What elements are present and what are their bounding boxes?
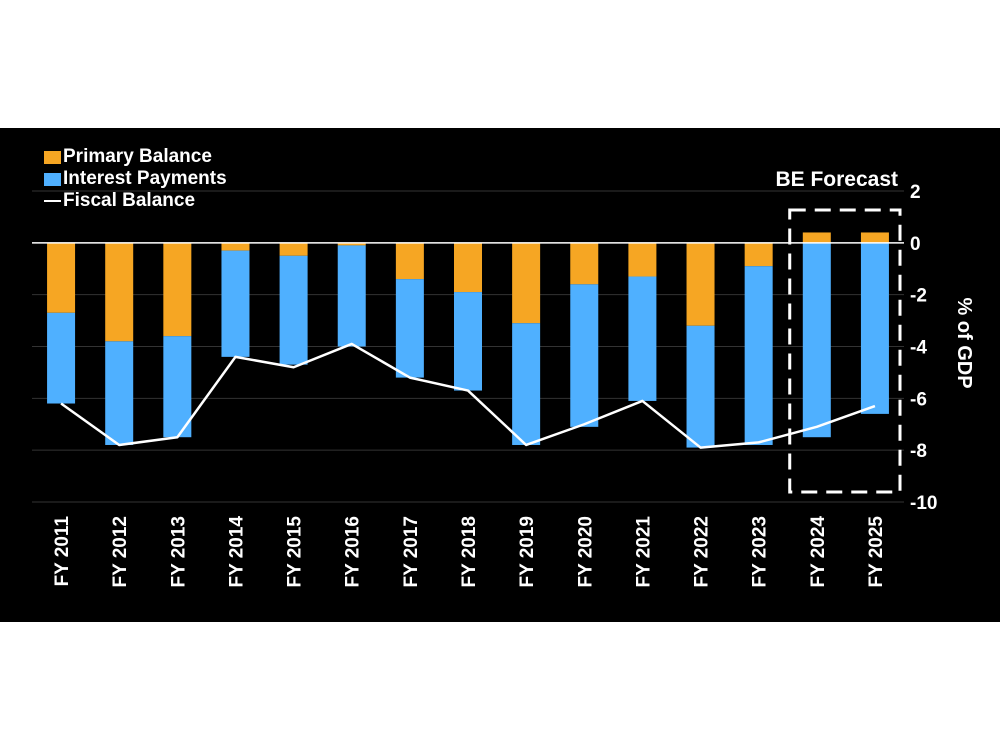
bar-primary-balance — [47, 242, 76, 313]
bar-interest-payments — [802, 242, 831, 438]
x-tick-label: FY 2025 — [866, 516, 887, 588]
bar-interest-payments — [628, 276, 657, 401]
bar-primary-balance — [628, 242, 657, 277]
x-tick-labels: FY 2011 FY 2012 FY 2013 FY 2014 FY 2015 FY 20… — [52, 516, 887, 588]
bar-primary-balance — [105, 242, 134, 342]
legend-item-interest-payments: Interest Payments — [44, 168, 227, 190]
legend: Primary Balance Interest Payments Fiscal… — [44, 146, 227, 212]
x-tick-label: FY 2020 — [575, 516, 596, 587]
bar-primary-balance — [512, 242, 541, 324]
y-tick-label: -8 — [910, 441, 927, 462]
chart-panel: 2 0 -2 -4 -6 -8 -10 FY 2011 FY 2012 FY 2013 FY 20… — [0, 128, 1000, 622]
fiscal-balance-line-group — [60, 342, 876, 449]
y-tick-label: 0 — [910, 234, 921, 255]
bar-primary-balance — [570, 242, 599, 285]
x-tick-label: FY 2019 — [517, 516, 538, 587]
forecast-box: BE Forecast — [775, 168, 902, 494]
bar-interest-payments — [279, 255, 308, 365]
chart-svg: 20-2-4-6-8-10 FY 2011 FY 2012 FY 2013 FY 20… — [32, 168, 975, 588]
bar-interest-payments — [221, 250, 250, 357]
fiscal-balance-line — [60, 342, 876, 449]
bar-interest-payments — [47, 312, 76, 404]
legend-line-fiscal-balance — [44, 200, 61, 202]
x-tick-label: FY 2015 — [285, 516, 306, 588]
x-tick-label: FY 2011 — [52, 516, 73, 587]
legend-item-primary-balance: Primary Balance — [44, 146, 227, 168]
x-tick-label: FY 2017 — [401, 516, 422, 587]
bar-interest-payments — [744, 266, 773, 445]
x-tick-label: FY 2022 — [692, 516, 713, 587]
x-tick-label: FY 2021 — [633, 516, 654, 588]
bar-primary-balance — [395, 242, 424, 280]
bar-interest-payments — [686, 325, 715, 448]
y-tick-label: -10 — [910, 493, 937, 514]
bar-primary-balance — [337, 242, 366, 246]
x-tick-label: FY 2016 — [343, 516, 364, 587]
legend-label-primary-balance: Primary Balance — [63, 146, 212, 167]
legend-swatch-primary-balance — [44, 150, 61, 164]
legend-label-fiscal-balance: Fiscal Balance — [63, 190, 196, 211]
legend-label-interest-payments: Interest Payments — [63, 168, 227, 189]
bar-interest-payments — [337, 245, 366, 347]
y-tick-label: -2 — [910, 286, 927, 307]
x-tick-label: FY 2023 — [750, 516, 771, 587]
bar-primary-balance — [221, 242, 250, 251]
bar-primary-balance — [686, 242, 715, 326]
bar-interest-payments — [105, 341, 134, 445]
y-tick-labels: 2 0 -2 -4 -6 -8 -10 — [910, 182, 937, 514]
bar-primary-balance — [163, 242, 192, 337]
bar-primary-balance — [744, 242, 773, 267]
y-tick-label: 2 — [910, 182, 921, 203]
bar-interest-payments — [163, 336, 192, 438]
bar-interest-payments — [454, 292, 482, 391]
legend-swatch-interest-payments — [44, 172, 61, 186]
forecast-label: BE Forecast — [775, 168, 898, 191]
bars — [47, 232, 889, 448]
bar-interest-payments — [512, 323, 541, 445]
x-tick-label: FY 2018 — [459, 516, 480, 587]
x-tick-label: FY 2014 — [226, 516, 247, 588]
bar-interest-payments — [395, 279, 424, 378]
x-tick-label: FY 2024 — [808, 516, 829, 588]
bar-primary-balance — [454, 242, 482, 293]
y-tick-label: -6 — [910, 389, 927, 410]
y-axis-label: % of GDP — [953, 297, 975, 388]
x-tick-label: FY 2013 — [168, 516, 189, 587]
y-tick-label: -4 — [910, 338, 927, 359]
forecast-dashed-box — [788, 208, 902, 494]
bar-interest-payments — [570, 284, 599, 427]
bar-primary-balance — [279, 242, 308, 256]
legend-item-fiscal-balance: Fiscal Balance — [44, 190, 227, 212]
bar-primary-balance — [802, 232, 831, 243]
bar-primary-balance — [860, 232, 889, 243]
bar-interest-payments — [860, 242, 889, 414]
x-tick-label: FY 2012 — [110, 516, 131, 587]
